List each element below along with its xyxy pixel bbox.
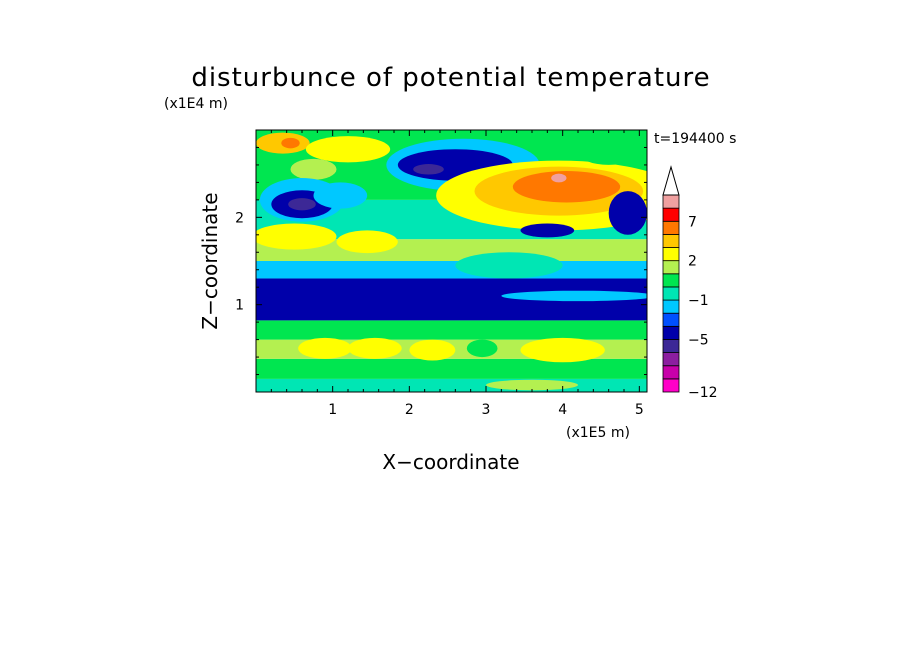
contour-feature-22 (298, 337, 352, 359)
colorbar-segment (662, 286, 680, 301)
contour-feature-18 (608, 191, 647, 235)
colorbar-segment (662, 312, 680, 327)
contour-feature-27 (271, 382, 471, 392)
x-tick-label: 5 (635, 402, 644, 418)
colorbar-segment (662, 299, 680, 314)
colorbar-segment (662, 233, 680, 248)
time-label: t=194400 s (654, 131, 736, 147)
y-tick-label: 1 (235, 298, 244, 314)
contour-feature-8 (256, 223, 337, 250)
contour-feature-21 (501, 290, 647, 302)
colorbar-label: 2 (688, 254, 697, 270)
colorbar-segment (662, 365, 680, 380)
colorbar-segment (662, 260, 680, 275)
colorbar-segment (662, 325, 680, 340)
colorbar-segment (662, 247, 680, 262)
contour-feature-28 (486, 379, 578, 391)
colorbar-segment (662, 339, 680, 354)
chart-title: disturbunce of potential temperature (191, 63, 710, 93)
contour-band-1 (256, 358, 647, 379)
x-tick-label: 1 (328, 402, 337, 418)
x-axis: 1 2 3 4 5 (270, 130, 644, 418)
colorbar-label: −5 (688, 332, 709, 348)
y-axis: 12 (235, 146, 647, 376)
y-tick-label: 2 (235, 210, 244, 226)
contour-feature-24 (409, 339, 456, 361)
colorbar-segment (662, 220, 680, 235)
contour-feature-20 (455, 252, 563, 279)
contour-feature-12 (413, 164, 444, 175)
colorbar-label: 7 (688, 214, 697, 230)
contour-feature-1 (281, 137, 300, 149)
colorbar-segment (662, 352, 680, 367)
contour-feature-7 (313, 182, 368, 209)
contour-feature-16 (551, 173, 567, 183)
contour-band-5 (256, 261, 647, 279)
y-axis-label: Z−coordinate (198, 192, 222, 329)
x-unit-label: (x1E5 m) (566, 425, 630, 441)
contour-feature-23 (348, 337, 402, 359)
x-tick-label: 4 (558, 402, 567, 418)
colorbar-segment (662, 378, 680, 393)
y-unit-label: (x1E4 m) (164, 96, 228, 112)
contour-feature-15 (512, 171, 621, 203)
contour-feature-2 (290, 158, 337, 180)
colorbar-label: −1 (688, 293, 709, 309)
colorbar: −12−5−127 (662, 165, 718, 401)
x-tick-label: 2 (405, 402, 414, 418)
colorbar-segment (662, 273, 680, 288)
x-tick-label: 3 (482, 402, 491, 418)
contour-feature-9 (336, 230, 398, 254)
colorbar-segment (662, 194, 680, 209)
plot-area (256, 130, 647, 392)
contour-feature-19 (578, 138, 640, 165)
colorbar-label: −12 (688, 385, 718, 401)
contour-feature-3 (305, 136, 391, 163)
x-axis-label: X−coordinate (382, 450, 519, 474)
plot-frame (255, 129, 648, 393)
contour-feature-17 (520, 223, 575, 238)
contour-feature-6 (288, 198, 316, 211)
colorbar-extend-arrow (662, 165, 680, 196)
colorbar-segment (662, 207, 680, 222)
contour-feature-25 (520, 337, 605, 363)
contour-feature-26 (466, 339, 498, 358)
contour-features (256, 132, 647, 392)
contour-band-3 (256, 320, 647, 340)
